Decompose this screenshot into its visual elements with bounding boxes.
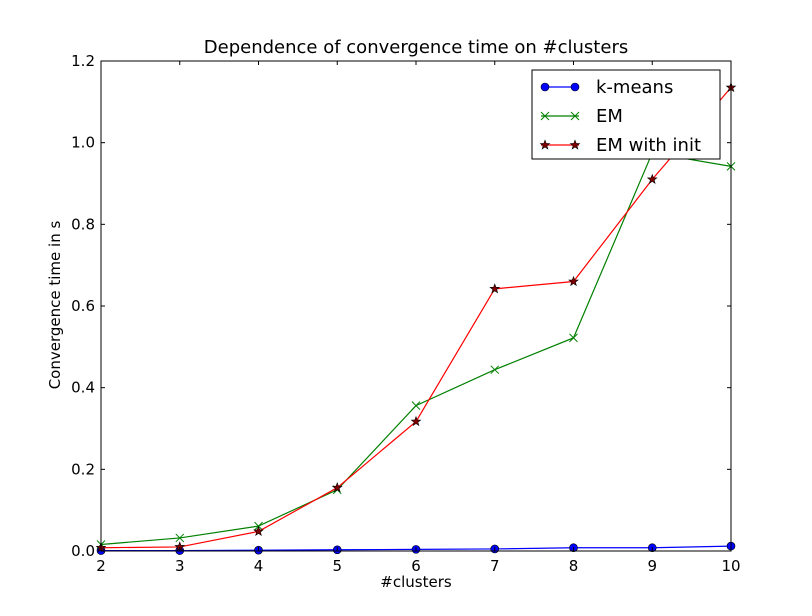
legend-item-em: EM — [540, 106, 623, 127]
legend-label: k-means — [596, 77, 673, 98]
y-tick-label: 0.8 — [71, 215, 95, 233]
marker-stroke — [411, 401, 421, 410]
data-point-em-with-init — [331, 482, 343, 493]
legend: k-means EM EM with init — [531, 69, 721, 160]
data-point-em-with-init — [253, 525, 264, 536]
data-point-em-with-init — [646, 173, 658, 184]
series-line-em — [100, 152, 732, 546]
data-point-em-with-init — [568, 275, 579, 287]
x-tick-label: 2 — [96, 557, 106, 575]
x-tick-label: 8 — [569, 557, 579, 575]
legend-marker — [570, 111, 580, 121]
y-tick-label: 0.6 — [71, 297, 95, 315]
x-tick-label: 5 — [332, 557, 342, 575]
x-tick-label: 6 — [411, 557, 421, 575]
legend-marker — [569, 139, 581, 150]
legend-marker — [540, 82, 550, 92]
legend-label: EM — [596, 106, 623, 127]
y-tick-label: 0.2 — [71, 460, 95, 478]
data-point-em-with-init — [410, 415, 422, 427]
x-tick-label: 4 — [254, 557, 264, 575]
marker-stroke — [569, 333, 578, 343]
chart-title: Dependence of convergence time on #clust… — [204, 37, 628, 58]
legend-marker — [570, 82, 580, 92]
legend-item-em-with-init: EM with init — [539, 135, 701, 156]
data-point-em — [490, 365, 500, 375]
data-point-em-with-init — [489, 283, 501, 294]
plot-area: 2 3 4 5 6 7 8 9 10 0.0 0.2 0.4 0.6 0.8 1.0 1.2 — [71, 52, 740, 575]
data-point-em — [411, 401, 421, 410]
legend-marker — [539, 139, 551, 150]
legend-item-k-means: k-means — [540, 77, 673, 98]
y-tick-label: 1.2 — [71, 52, 95, 70]
marker-stroke — [175, 533, 185, 543]
marker-stroke — [540, 111, 550, 121]
y-tick-label: 1.0 — [71, 134, 95, 152]
legend-marker — [540, 111, 550, 121]
marker-stroke — [490, 365, 500, 375]
x-tick-label: 3 — [175, 557, 185, 575]
y-tick-label: 0.4 — [71, 379, 95, 397]
x-axis-label: #clusters — [380, 573, 452, 591]
data-point-em — [175, 533, 185, 543]
data-point-em — [569, 333, 578, 343]
marker-stroke — [570, 111, 580, 121]
y-axis-label: Convergence time in s — [46, 221, 64, 390]
x-tick-label: 10 — [721, 557, 740, 575]
legend-box — [531, 69, 721, 160]
legend-label: EM with init — [596, 135, 701, 156]
x-tick-label: 7 — [490, 557, 500, 575]
y-tick-label: 0.0 — [71, 542, 95, 560]
x-tick-label: 9 — [647, 557, 657, 575]
